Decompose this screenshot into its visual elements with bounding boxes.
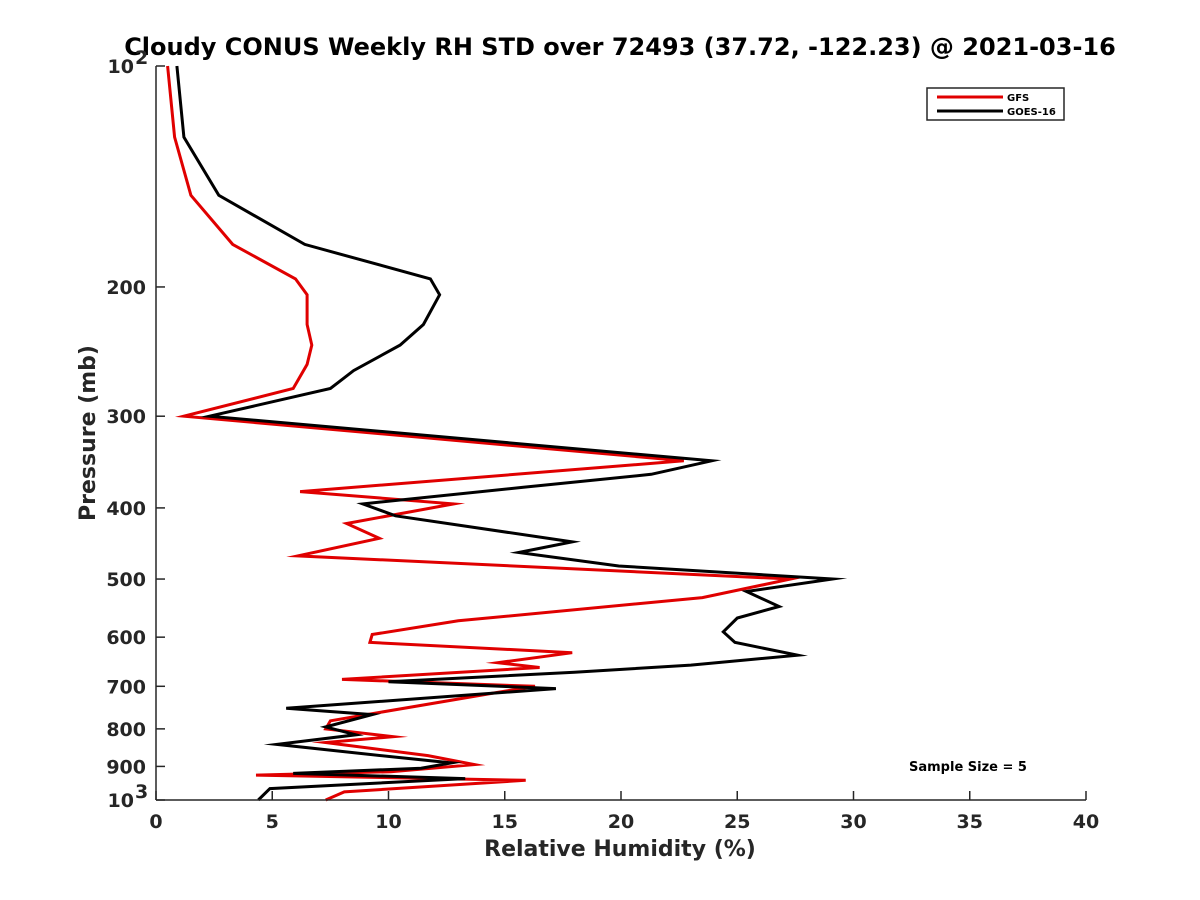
- x-tick-label: 30: [840, 811, 866, 833]
- x-tick-label: 40: [1073, 811, 1099, 833]
- y-tick-label: 400: [106, 498, 146, 520]
- legend-label-gfs: GFS: [1007, 93, 1029, 104]
- y-tick-label-exponent: 3: [135, 781, 148, 803]
- y-axis-label: Pressure (mb): [76, 345, 101, 521]
- legend-label-goes-16: GOES-16: [1007, 107, 1056, 118]
- y-tick-label: 500: [106, 569, 146, 591]
- y-tick-label: 300: [106, 406, 146, 428]
- x-axis-label: Relative Humidity (%): [484, 837, 756, 862]
- x-tick-label: 15: [492, 811, 518, 833]
- x-tick-label: 10: [375, 811, 401, 833]
- series-line-goes-16: [175, 65, 848, 802]
- y-tick-label: 800: [106, 719, 146, 741]
- x-tick-label: 5: [266, 811, 279, 833]
- legend: GFS GOES-16: [926, 87, 1065, 121]
- chart-title: Cloudy CONUS Weekly RH STD over 72493 (3…: [124, 33, 1116, 61]
- x-tick-label: 20: [608, 811, 634, 833]
- plot-background: [156, 66, 1086, 800]
- y-tick-label: 600: [106, 627, 146, 649]
- legend-box: [926, 87, 1065, 121]
- y-tick-label: 200: [106, 277, 146, 299]
- y-tick-label-exponent: 2: [135, 47, 148, 69]
- sample-size-annotation: Sample Size = 5: [909, 760, 1027, 775]
- x-tick-label: 25: [724, 811, 750, 833]
- x-tick-label: 0: [149, 811, 162, 833]
- y-tick-label: 10: [108, 56, 134, 78]
- y-tick-label: 900: [106, 756, 146, 778]
- y-tick-label: 700: [106, 676, 146, 698]
- y-tick-label: 10: [108, 790, 134, 812]
- plot-area: [156, 66, 1086, 800]
- series-line-gfs: [166, 65, 803, 802]
- series-lines: [166, 65, 848, 802]
- x-tick-label: 35: [957, 811, 983, 833]
